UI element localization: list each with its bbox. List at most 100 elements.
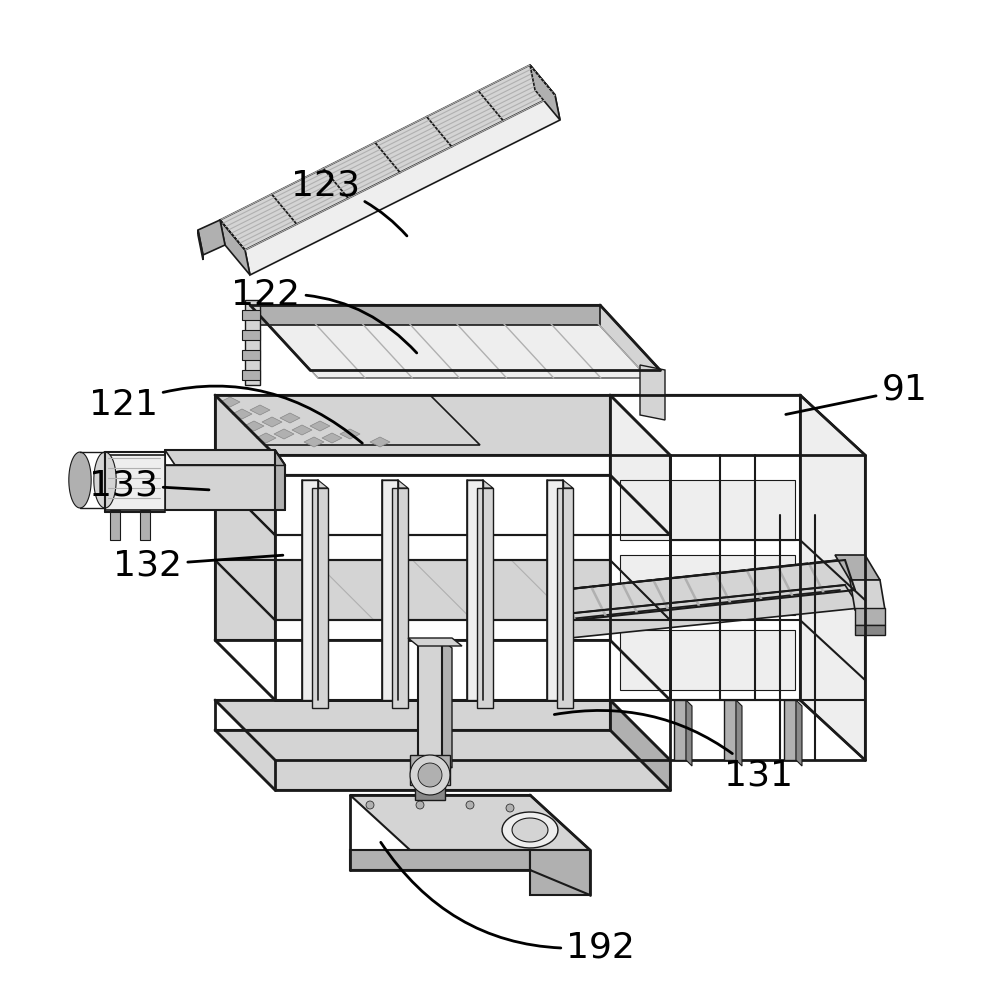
Polygon shape — [418, 763, 442, 787]
Polygon shape — [250, 305, 600, 325]
Polygon shape — [69, 452, 92, 508]
Polygon shape — [850, 580, 885, 610]
Polygon shape — [418, 640, 442, 760]
Polygon shape — [610, 560, 670, 700]
Polygon shape — [784, 700, 796, 760]
Polygon shape — [796, 700, 802, 766]
Polygon shape — [736, 700, 742, 766]
Polygon shape — [506, 804, 514, 812]
Polygon shape — [322, 433, 342, 443]
Polygon shape — [215, 475, 275, 620]
Polygon shape — [256, 433, 276, 443]
Polygon shape — [835, 555, 880, 580]
Polygon shape — [530, 65, 560, 120]
Polygon shape — [110, 510, 120, 540]
Polygon shape — [215, 560, 275, 700]
Polygon shape — [215, 640, 670, 700]
Polygon shape — [366, 801, 374, 809]
Polygon shape — [215, 730, 670, 790]
Polygon shape — [560, 560, 855, 620]
Polygon shape — [215, 395, 275, 535]
Polygon shape — [275, 450, 285, 510]
Polygon shape — [370, 437, 390, 447]
Polygon shape — [855, 608, 885, 625]
Polygon shape — [408, 638, 462, 646]
Polygon shape — [165, 465, 275, 510]
Polygon shape — [105, 455, 165, 510]
Text: 133: 133 — [89, 468, 209, 502]
Polygon shape — [302, 480, 318, 700]
Polygon shape — [392, 488, 408, 708]
Polygon shape — [312, 488, 328, 708]
Polygon shape — [245, 95, 560, 275]
Polygon shape — [215, 395, 670, 455]
Polygon shape — [620, 480, 795, 540]
Polygon shape — [800, 395, 865, 760]
Polygon shape — [415, 785, 445, 800]
Polygon shape — [242, 350, 260, 360]
Polygon shape — [467, 480, 493, 488]
Polygon shape — [140, 510, 150, 540]
Polygon shape — [220, 65, 555, 250]
Polygon shape — [198, 220, 225, 255]
Polygon shape — [220, 220, 250, 275]
Polygon shape — [245, 300, 260, 385]
Polygon shape — [610, 395, 800, 700]
Polygon shape — [382, 480, 398, 700]
Polygon shape — [640, 365, 665, 420]
Polygon shape — [547, 480, 573, 488]
Polygon shape — [724, 700, 736, 760]
Polygon shape — [477, 488, 493, 708]
Text: 121: 121 — [89, 386, 362, 443]
Polygon shape — [215, 560, 670, 620]
Polygon shape — [547, 480, 563, 700]
Polygon shape — [557, 488, 573, 708]
Polygon shape — [466, 801, 474, 809]
Polygon shape — [304, 437, 324, 447]
Text: 123: 123 — [291, 168, 407, 236]
Polygon shape — [382, 480, 408, 488]
Polygon shape — [855, 625, 885, 635]
Polygon shape — [220, 397, 240, 407]
Polygon shape — [292, 425, 312, 435]
Polygon shape — [610, 475, 670, 620]
Polygon shape — [610, 395, 865, 455]
Polygon shape — [416, 801, 424, 809]
Polygon shape — [512, 818, 548, 842]
Polygon shape — [410, 755, 450, 795]
Polygon shape — [340, 429, 360, 439]
Polygon shape — [215, 475, 670, 535]
Polygon shape — [280, 413, 300, 423]
Polygon shape — [467, 480, 483, 700]
Polygon shape — [232, 409, 252, 419]
Text: 192: 192 — [381, 842, 635, 964]
Polygon shape — [165, 450, 285, 465]
Polygon shape — [530, 850, 590, 895]
Polygon shape — [442, 640, 452, 768]
Polygon shape — [198, 230, 203, 260]
Polygon shape — [242, 330, 260, 340]
Polygon shape — [610, 395, 670, 535]
Text: 132: 132 — [113, 548, 283, 582]
Polygon shape — [555, 585, 860, 638]
Polygon shape — [620, 555, 795, 615]
Polygon shape — [620, 630, 795, 690]
Polygon shape — [250, 405, 270, 415]
Polygon shape — [262, 417, 282, 427]
Text: 91: 91 — [786, 373, 928, 414]
Polygon shape — [260, 315, 648, 378]
Polygon shape — [215, 700, 670, 760]
Polygon shape — [274, 429, 294, 439]
Polygon shape — [94, 452, 116, 508]
Polygon shape — [242, 310, 260, 320]
Polygon shape — [610, 700, 670, 790]
Text: 131: 131 — [555, 710, 793, 792]
Polygon shape — [674, 700, 686, 760]
Polygon shape — [686, 700, 692, 766]
Polygon shape — [310, 421, 330, 431]
Polygon shape — [410, 755, 450, 785]
Polygon shape — [350, 795, 590, 850]
Polygon shape — [502, 812, 558, 848]
Text: 122: 122 — [231, 278, 417, 353]
Polygon shape — [250, 305, 660, 370]
